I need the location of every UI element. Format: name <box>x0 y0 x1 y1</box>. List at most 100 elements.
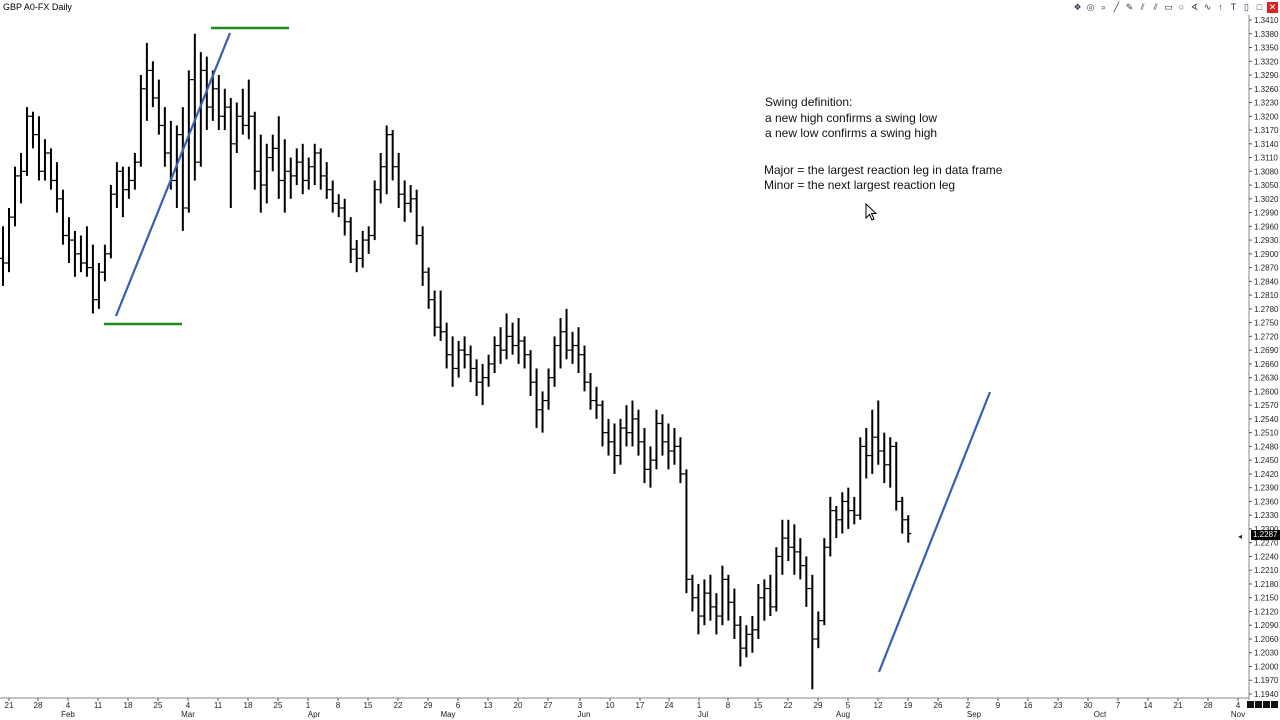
date-tick-label: 10 <box>606 701 615 710</box>
date-tick-label: 26 <box>934 701 943 710</box>
date-tick-label: 25 <box>274 701 283 710</box>
price-tick-label: 1.2390 <box>1254 484 1279 493</box>
date-tick-label: 7 <box>1116 701 1121 710</box>
date-tick-label: 22 <box>394 701 403 710</box>
rectangle-icon[interactable]: ▭ <box>1164 2 1173 12</box>
month-tick-label: Jul <box>698 710 708 719</box>
date-tick-label: 23 <box>1054 701 1063 710</box>
rally-leg-aug-sep[interactable] <box>877 391 992 673</box>
date-tick-label: 19 <box>904 701 913 710</box>
date-tick-label: 28 <box>1204 701 1213 710</box>
rally-leg-feb-mar[interactable] <box>114 32 232 317</box>
price-tick-label: 1.3050 <box>1254 181 1279 190</box>
pin-icon[interactable]: ▯ <box>1244 2 1249 12</box>
date-tick-label: 15 <box>754 701 763 710</box>
month-tick-label: Aug <box>836 710 850 719</box>
pen-icon[interactable]: ✎ <box>1125 2 1134 12</box>
date-tick-label: 15 <box>364 701 373 710</box>
price-tick-label: 1.2690 <box>1254 346 1279 355</box>
date-tick-label: 12 <box>874 701 883 710</box>
month-tick-label: Oct <box>1094 710 1107 719</box>
price-tick-label: 1.2900 <box>1254 250 1279 259</box>
date-tick-label: 24 <box>665 701 674 710</box>
price-tick-label: 1.3260 <box>1254 85 1279 94</box>
window-title: GBP A0-FX Daily <box>3 2 72 12</box>
date-tick-label: 16 <box>1024 701 1033 710</box>
date-tick-label: 28 <box>34 701 43 710</box>
price-tick-label: 1.2840 <box>1254 277 1279 286</box>
zoom-icon[interactable]: ⌕ <box>1100 2 1107 12</box>
price-tick-label: 1.2660 <box>1254 360 1279 369</box>
price-tick-label: 1.3350 <box>1254 44 1279 53</box>
date-tick-label: 8 <box>336 701 341 710</box>
date-tick-label: 2 <box>966 701 971 710</box>
price-tick-label: 1.2000 <box>1254 662 1279 671</box>
date-tick-label: 6 <box>456 701 461 710</box>
month-tick-label: Mar <box>181 710 195 719</box>
price-tick-label: 1.2450 <box>1254 456 1279 465</box>
price-tick-label: 1.2330 <box>1254 511 1279 520</box>
ellipse-icon[interactable]: ○ <box>1178 2 1185 12</box>
price-tick-label: 1.2240 <box>1254 552 1279 561</box>
scroll-page-button[interactable] <box>1255 701 1262 708</box>
price-tick-label: 1.2810 <box>1254 291 1279 300</box>
price-tick-label: 1.2120 <box>1254 607 1279 616</box>
cursor-icon[interactable]: ❖ <box>1073 2 1082 12</box>
price-tick-label: 1.2780 <box>1254 305 1279 314</box>
price-tick-label: 1.2930 <box>1254 236 1279 245</box>
line-tool-icon[interactable]: ╱ <box>1113 2 1120 12</box>
price-tick-label: 1.3290 <box>1254 71 1279 80</box>
annotation-line-4: Major = the largest reaction leg in data… <box>764 163 1003 177</box>
price-tick-label: 1.2750 <box>1254 319 1279 328</box>
scroll-end-button[interactable] <box>1271 701 1278 708</box>
date-tick-label: 29 <box>424 701 433 710</box>
price-tick-label: 1.3080 <box>1254 167 1279 176</box>
price-tick-label: 1.2720 <box>1254 332 1279 341</box>
month-tick-label: Feb <box>61 710 75 719</box>
date-tick-label: 1 <box>697 701 702 710</box>
date-tick-label: 30 <box>1084 701 1093 710</box>
price-tick-label: 1.2150 <box>1254 594 1279 603</box>
scroll-right-button[interactable] <box>1263 701 1270 708</box>
price-tick-label: 1.2570 <box>1254 401 1279 410</box>
price-tick-label: 1.2360 <box>1254 497 1279 506</box>
price-tick-label: 1.3200 <box>1254 112 1279 121</box>
arrow-icon[interactable]: ↑ <box>1218 2 1223 12</box>
text-icon[interactable]: T <box>1230 2 1237 12</box>
price-tick-label: 1.2960 <box>1254 222 1279 231</box>
price-tick-label: 1.2030 <box>1254 649 1279 658</box>
price-tick-label: 1.3140 <box>1254 140 1279 149</box>
fib-icon[interactable]: ⫽ <box>1140 2 1145 12</box>
month-tick-label: Sep <box>967 710 982 719</box>
price-tick-label: 1.2420 <box>1254 470 1279 479</box>
price-tick-label: 1.3380 <box>1254 30 1279 39</box>
scroll-controls[interactable] <box>1247 701 1278 708</box>
price-tick-label: 1.2630 <box>1254 374 1279 383</box>
date-tick-label: 9 <box>996 701 1001 710</box>
price-tick-label: 1.2210 <box>1254 566 1279 575</box>
date-tick-label: 14 <box>1144 701 1153 710</box>
price-tick-label: 1.2180 <box>1254 580 1279 589</box>
date-tick-label: 11 <box>94 701 103 710</box>
ruler-icon[interactable]: ∢ <box>1190 2 1199 12</box>
price-tick-label: 1.2300 <box>1254 525 1279 534</box>
ohlc-bars <box>0 33 912 690</box>
price-tick-label: 1.2090 <box>1254 621 1279 630</box>
price-tick-label: 1.2510 <box>1254 429 1279 438</box>
price-tick-label: 1.3110 <box>1254 154 1278 163</box>
price-tick-label: 1.3320 <box>1254 57 1279 66</box>
scroll-left-button[interactable] <box>1247 701 1254 708</box>
wave-icon[interactable]: ∿ <box>1203 2 1212 12</box>
date-tick-label: 3 <box>578 701 583 710</box>
date-tick-label: 4 <box>66 701 71 710</box>
price-tick-label: 1.3170 <box>1254 126 1279 135</box>
maximize-icon[interactable]: □ <box>1256 2 1263 12</box>
close-icon[interactable]: ✕ <box>1267 2 1278 13</box>
mouse-pointer-icon <box>865 203 877 221</box>
channel-icon[interactable]: ⫽ <box>1153 2 1158 12</box>
price-tick-label: 1.3410 <box>1254 16 1279 25</box>
crosshair-icon[interactable]: ◎ <box>1086 2 1095 12</box>
date-tick-label: 22 <box>784 701 793 710</box>
price-tick-label: 1.1940 <box>1254 690 1279 699</box>
